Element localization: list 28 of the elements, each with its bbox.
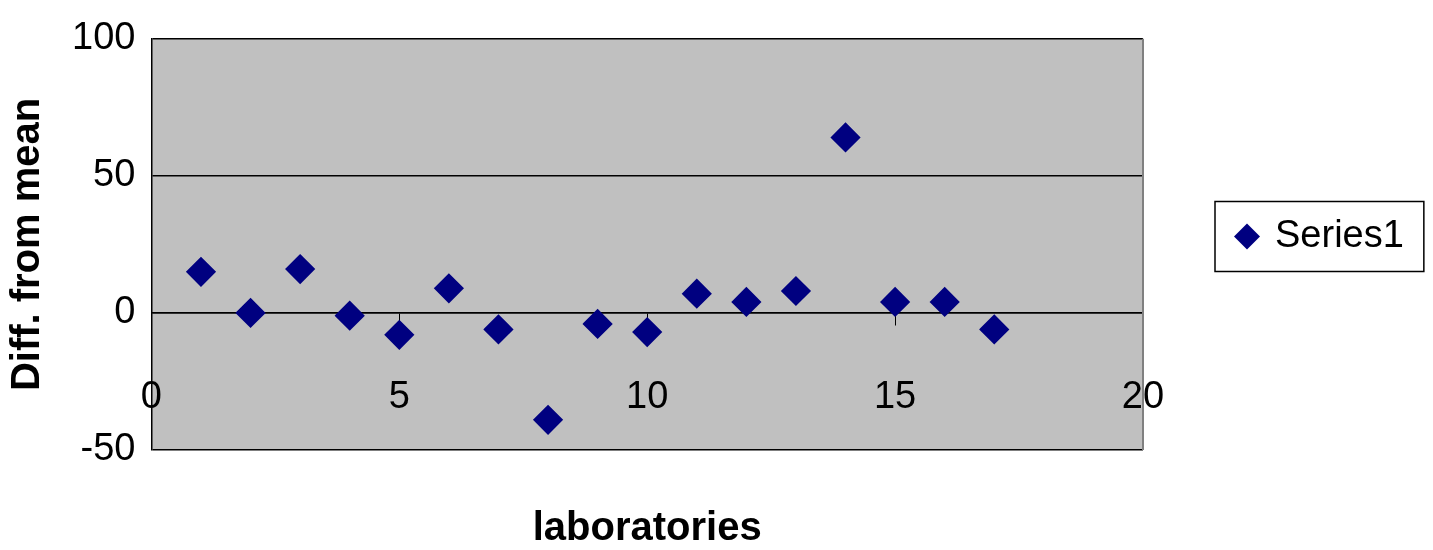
point [781,276,811,306]
y-axis-title: Diff. from mean [3,97,48,392]
point [731,287,761,317]
x-tick-label: 20 [1121,374,1165,417]
point [434,273,464,303]
point [930,287,960,317]
point [979,314,1009,344]
legend-label: Series1 [1275,212,1404,255]
x-tick-label: 5 [388,374,410,417]
point [682,279,712,309]
point [632,317,662,347]
point [335,301,365,331]
point [236,298,266,328]
x-axis-title: laboratories [532,504,762,548]
point [384,320,414,350]
point [186,257,216,287]
point [285,254,315,284]
point [880,287,910,317]
x-tick-label: 15 [873,374,917,417]
y-tick-label: -50 [80,426,136,469]
x-tick-label: 10 [626,374,669,417]
y-tick-label: 0 [114,289,136,332]
point [533,405,563,435]
y-tick-label: 100 [72,15,136,58]
y-tick-label: 50 [93,152,136,195]
point [583,309,613,339]
point [831,122,861,152]
point [483,314,513,344]
